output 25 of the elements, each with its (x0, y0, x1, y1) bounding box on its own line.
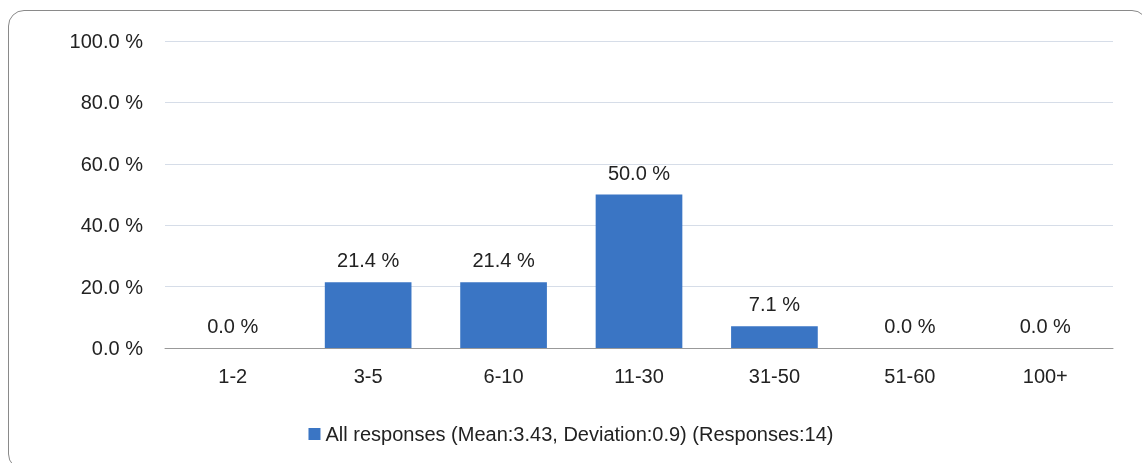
y-tick-label: 20.0 % (80, 275, 144, 298)
x-tick-label: 100+ (1022, 365, 1068, 387)
y-tick-label: 60.0 % (80, 152, 144, 175)
y-tick-label: 40.0 % (80, 214, 144, 237)
x-tick-label: 11-30 (614, 365, 664, 387)
data-label: 0.0 % (207, 315, 259, 337)
x-tick-label: 6-10 (483, 365, 524, 387)
x-tick-label: 51-60 (884, 365, 936, 387)
y-tick-label: 0.0 % (91, 337, 144, 359)
bar (460, 282, 547, 348)
y-tick-label: 100.0 % (69, 30, 144, 52)
data-label: 7.1 % (748, 293, 801, 316)
y-tick-label: 80.0 % (80, 91, 144, 114)
bar (731, 326, 818, 348)
x-tick-label: 31-50 (748, 365, 801, 387)
bar (595, 194, 683, 348)
x-tick-label: 1-2 (218, 365, 248, 387)
legend-label: All responses (Mean:3.43, Deviation:0.9) (Responses:14) (325, 423, 834, 445)
data-label: 0.0 % (884, 315, 936, 337)
bar (324, 282, 412, 348)
data-label: 21.4 % (472, 249, 535, 272)
x-tick-label: 3-5 (353, 365, 383, 387)
data-label: 50.0 % (607, 161, 671, 184)
data-label: 21.4 % (337, 249, 400, 272)
data-label: 0.0 % (1019, 315, 1072, 337)
